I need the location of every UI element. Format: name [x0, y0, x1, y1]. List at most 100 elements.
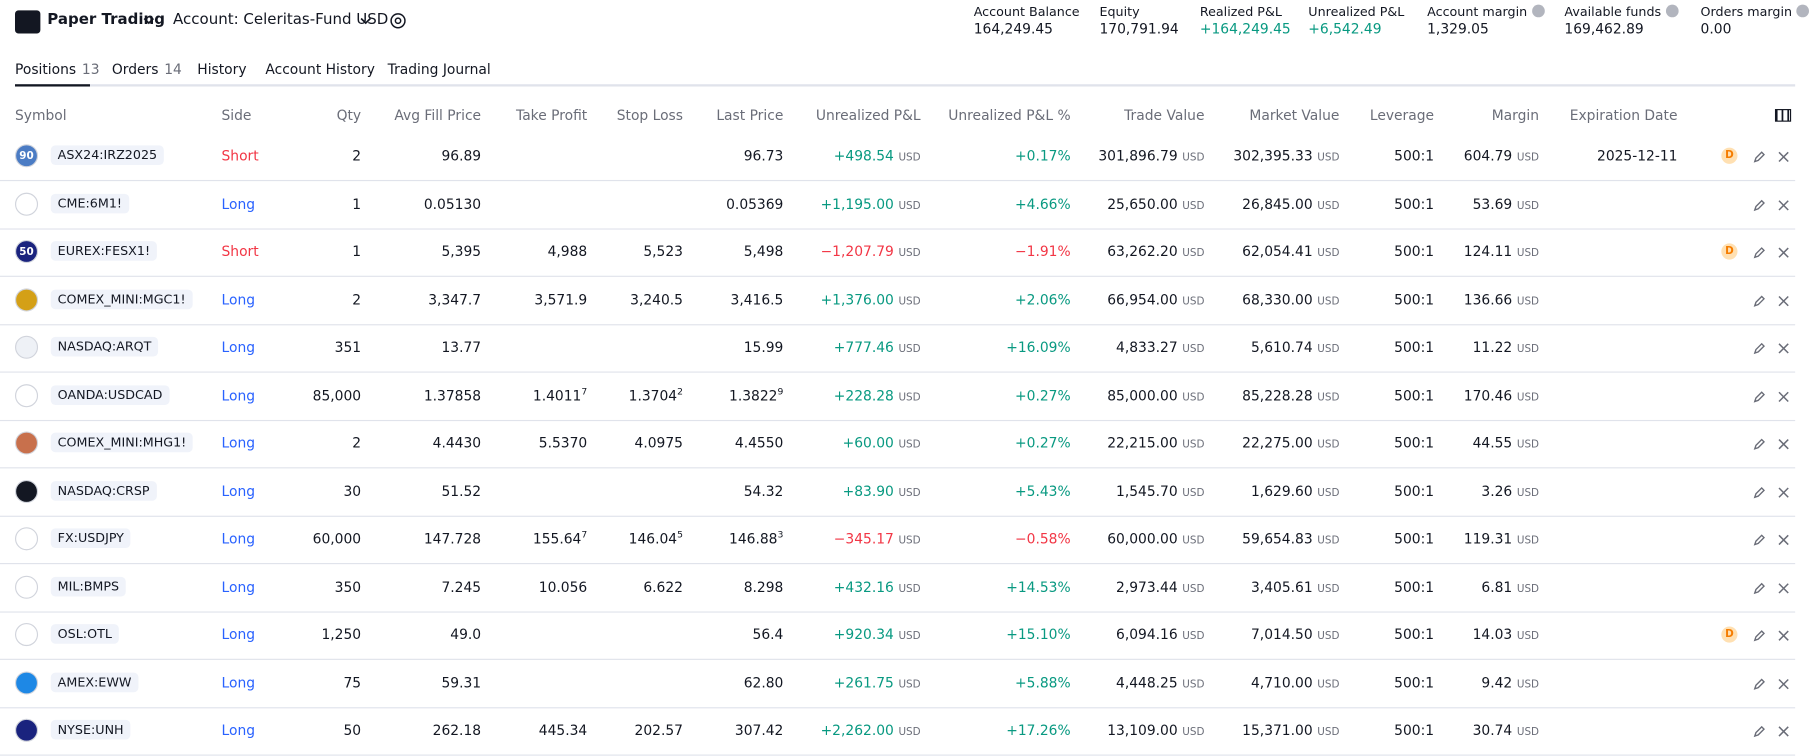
edit-button[interactable] [1751, 387, 1767, 403]
symbol-chip[interactable]: NASDAQ:ARQT [50, 336, 159, 357]
cell-value: +1,195.00 [820, 195, 894, 212]
symbol-chip[interactable]: OSL:OTL [50, 624, 119, 644]
cell-value: Long [221, 339, 256, 356]
close-button[interactable] [1776, 339, 1792, 355]
column-header[interactable]: Last Price [716, 107, 784, 124]
column-header[interactable]: Qty [336, 107, 362, 124]
edit-button[interactable] [1751, 291, 1767, 307]
edit-button[interactable] [1751, 579, 1767, 595]
cell-value: 302,395.33 [1233, 147, 1313, 164]
symbol-chip[interactable]: COMEX_MINI:MGC1! [50, 289, 193, 309]
cell-upnl: +60.00 USD [725, 434, 921, 455]
currency: USD [1182, 726, 1205, 739]
cell-side: Long [222, 338, 256, 356]
close-button[interactable] [1776, 579, 1792, 595]
column-header[interactable]: Unrealized P&L % [948, 107, 1071, 124]
cell-value: 500:1 [1394, 674, 1435, 691]
cell-side: Long [222, 673, 256, 691]
cell-value: 13.77 [441, 339, 482, 356]
column-header[interactable]: Market Value [1249, 107, 1340, 124]
cell-upnl: +2,262.00 USD [725, 721, 921, 742]
cell-value: 500:1 [1394, 147, 1435, 164]
column-header[interactable]: Take Profit [516, 107, 588, 124]
cell-leverage: 500:1 [1238, 434, 1434, 452]
column-header[interactable]: Margin [1491, 107, 1540, 124]
column-header[interactable]: Side [221, 107, 252, 124]
edit-button[interactable] [1751, 243, 1767, 259]
cell-upnl-pct: +16.09% [875, 338, 1070, 356]
chevron[interactable] [142, 15, 156, 27]
close-button[interactable] [1776, 243, 1792, 259]
badge[interactable]: D [1721, 626, 1738, 643]
edit-button[interactable] [1751, 626, 1767, 642]
edit-button[interactable] [1751, 674, 1767, 690]
symbol-chip[interactable]: COMEX_MINI:MHG1! [50, 432, 194, 453]
column-header[interactable]: Avg Fill Price [394, 107, 482, 124]
edit-button[interactable] [1751, 148, 1767, 164]
column-header[interactable]: Trade Value [1124, 107, 1205, 124]
currency: USD [1317, 487, 1340, 499]
cell-upnl-pct: +0.27% [875, 386, 1071, 404]
symbol-chip[interactable]: MIL:BMPS [50, 576, 127, 596]
chevron[interactable] [359, 15, 373, 27]
close-button[interactable] [1776, 291, 1792, 307]
cell-value: 6.81 [1481, 578, 1513, 595]
close-button[interactable] [1776, 722, 1792, 738]
currency: USD [1516, 726, 1540, 739]
close-button[interactable] [1776, 626, 1792, 642]
edit-button[interactable] [1751, 531, 1767, 547]
edit-button[interactable] [1751, 339, 1767, 355]
tab[interactable]: History [197, 61, 246, 77]
info-icon[interactable] [1796, 4, 1809, 18]
product-selector[interactable]: Paper Trading [47, 11, 165, 29]
summary-label: Account margin [1427, 4, 1545, 20]
cell-avg-fill: 59.31 [285, 673, 481, 691]
info-icon[interactable] [1665, 4, 1679, 18]
cell-qty: 85,000 [165, 386, 361, 404]
cell-value: 500:1 [1394, 530, 1435, 547]
icon-text: 50 [19, 246, 34, 259]
close-button[interactable] [1776, 196, 1792, 212]
column-header[interactable]: Leverage [1369, 107, 1435, 124]
tab[interactable]: Trading Journal [388, 61, 491, 77]
close-button[interactable] [1776, 148, 1792, 164]
cell-value: +15.10% [1006, 626, 1071, 643]
tab[interactable]: Orders 14 [112, 61, 182, 77]
info-icon[interactable] [1531, 4, 1545, 18]
close-button[interactable] [1776, 435, 1792, 451]
column-header[interactable]: Expiration Date [1569, 107, 1678, 124]
tab[interactable]: Account History [265, 61, 375, 77]
column-header[interactable]: Unrealized P&L [815, 107, 921, 124]
close-button[interactable] [1776, 483, 1792, 499]
symbol-chip[interactable]: CME:6M1! [50, 193, 129, 213]
column-header[interactable]: Stop Loss [616, 107, 683, 124]
symbol-chip[interactable]: EUREX:FESX1! [50, 241, 157, 261]
close-button[interactable] [1776, 387, 1792, 403]
close-button[interactable] [1776, 674, 1792, 690]
close-button[interactable] [1776, 531, 1792, 547]
symbol-chip[interactable]: AMEX:EWW [50, 672, 139, 692]
edit-button[interactable] [1751, 722, 1767, 738]
badge[interactable]: D [1721, 243, 1738, 260]
symbol-chip[interactable]: OANDA:USDCAD [50, 384, 170, 405]
currency: USD [898, 200, 921, 212]
edit-button[interactable] [1751, 196, 1767, 212]
tab[interactable]: Positions 13 [15, 61, 100, 77]
cell-take-profit: 4,988 [391, 242, 588, 260]
currency: USD [1182, 678, 1205, 691]
edit-button[interactable] [1751, 435, 1767, 451]
column-header[interactable]: Symbol [14, 107, 67, 124]
cell-value: 4.4430 [432, 434, 482, 452]
account-selector[interactable]: Account: Celeritas-Fund USD [173, 11, 389, 29]
symbol-chip[interactable]: NYSE:UNH [50, 719, 131, 740]
columns-button[interactable] [1774, 107, 1792, 123]
cell-value: Long [221, 626, 256, 643]
badge[interactable]: D [1721, 147, 1738, 164]
edit-button[interactable] [1751, 483, 1767, 499]
symbol-chip[interactable]: ASX24:IRZ2025 [50, 145, 165, 165]
cell-leverage: 500:1 [1238, 625, 1434, 643]
symbol-chip[interactable]: FX:USDJPY [50, 528, 131, 549]
settings-button[interactable] [389, 12, 407, 30]
symbol-chip[interactable]: NASDAQ:CRSP [50, 480, 157, 501]
row-separator [0, 515, 1796, 517]
